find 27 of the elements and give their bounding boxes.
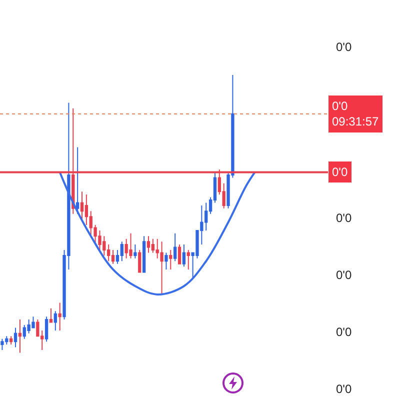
candlestick bbox=[49, 308, 53, 323]
text: 0'0 bbox=[336, 40, 352, 54]
candlestick bbox=[178, 244, 182, 264]
candlestick bbox=[138, 250, 142, 273]
candlestick bbox=[160, 241, 164, 295]
candlestick bbox=[0, 338, 4, 350]
candlestick bbox=[186, 250, 190, 270]
candlestick bbox=[174, 232, 177, 262]
candlestick bbox=[14, 327, 18, 348]
text: 0'0 bbox=[336, 211, 352, 225]
candlestick bbox=[164, 252, 168, 270]
text: 0'0 09:31:57 bbox=[332, 99, 380, 129]
candlestick bbox=[169, 250, 172, 270]
candlestick bbox=[142, 236, 146, 273]
text: 0'0 bbox=[336, 325, 352, 339]
candlestick bbox=[134, 244, 137, 259]
text: 0'0 bbox=[336, 268, 352, 282]
candlestick bbox=[44, 316, 48, 342]
candlestick bbox=[120, 241, 124, 262]
candlestick bbox=[58, 302, 62, 332]
text: 0'0 bbox=[336, 382, 352, 396]
candlestick bbox=[10, 336, 13, 345]
candlestick bbox=[182, 244, 186, 268]
candlestick bbox=[146, 236, 150, 254]
candlestick bbox=[18, 318, 22, 354]
candlestick bbox=[54, 310, 57, 332]
annotation: 0'0 bbox=[332, 165, 348, 179]
